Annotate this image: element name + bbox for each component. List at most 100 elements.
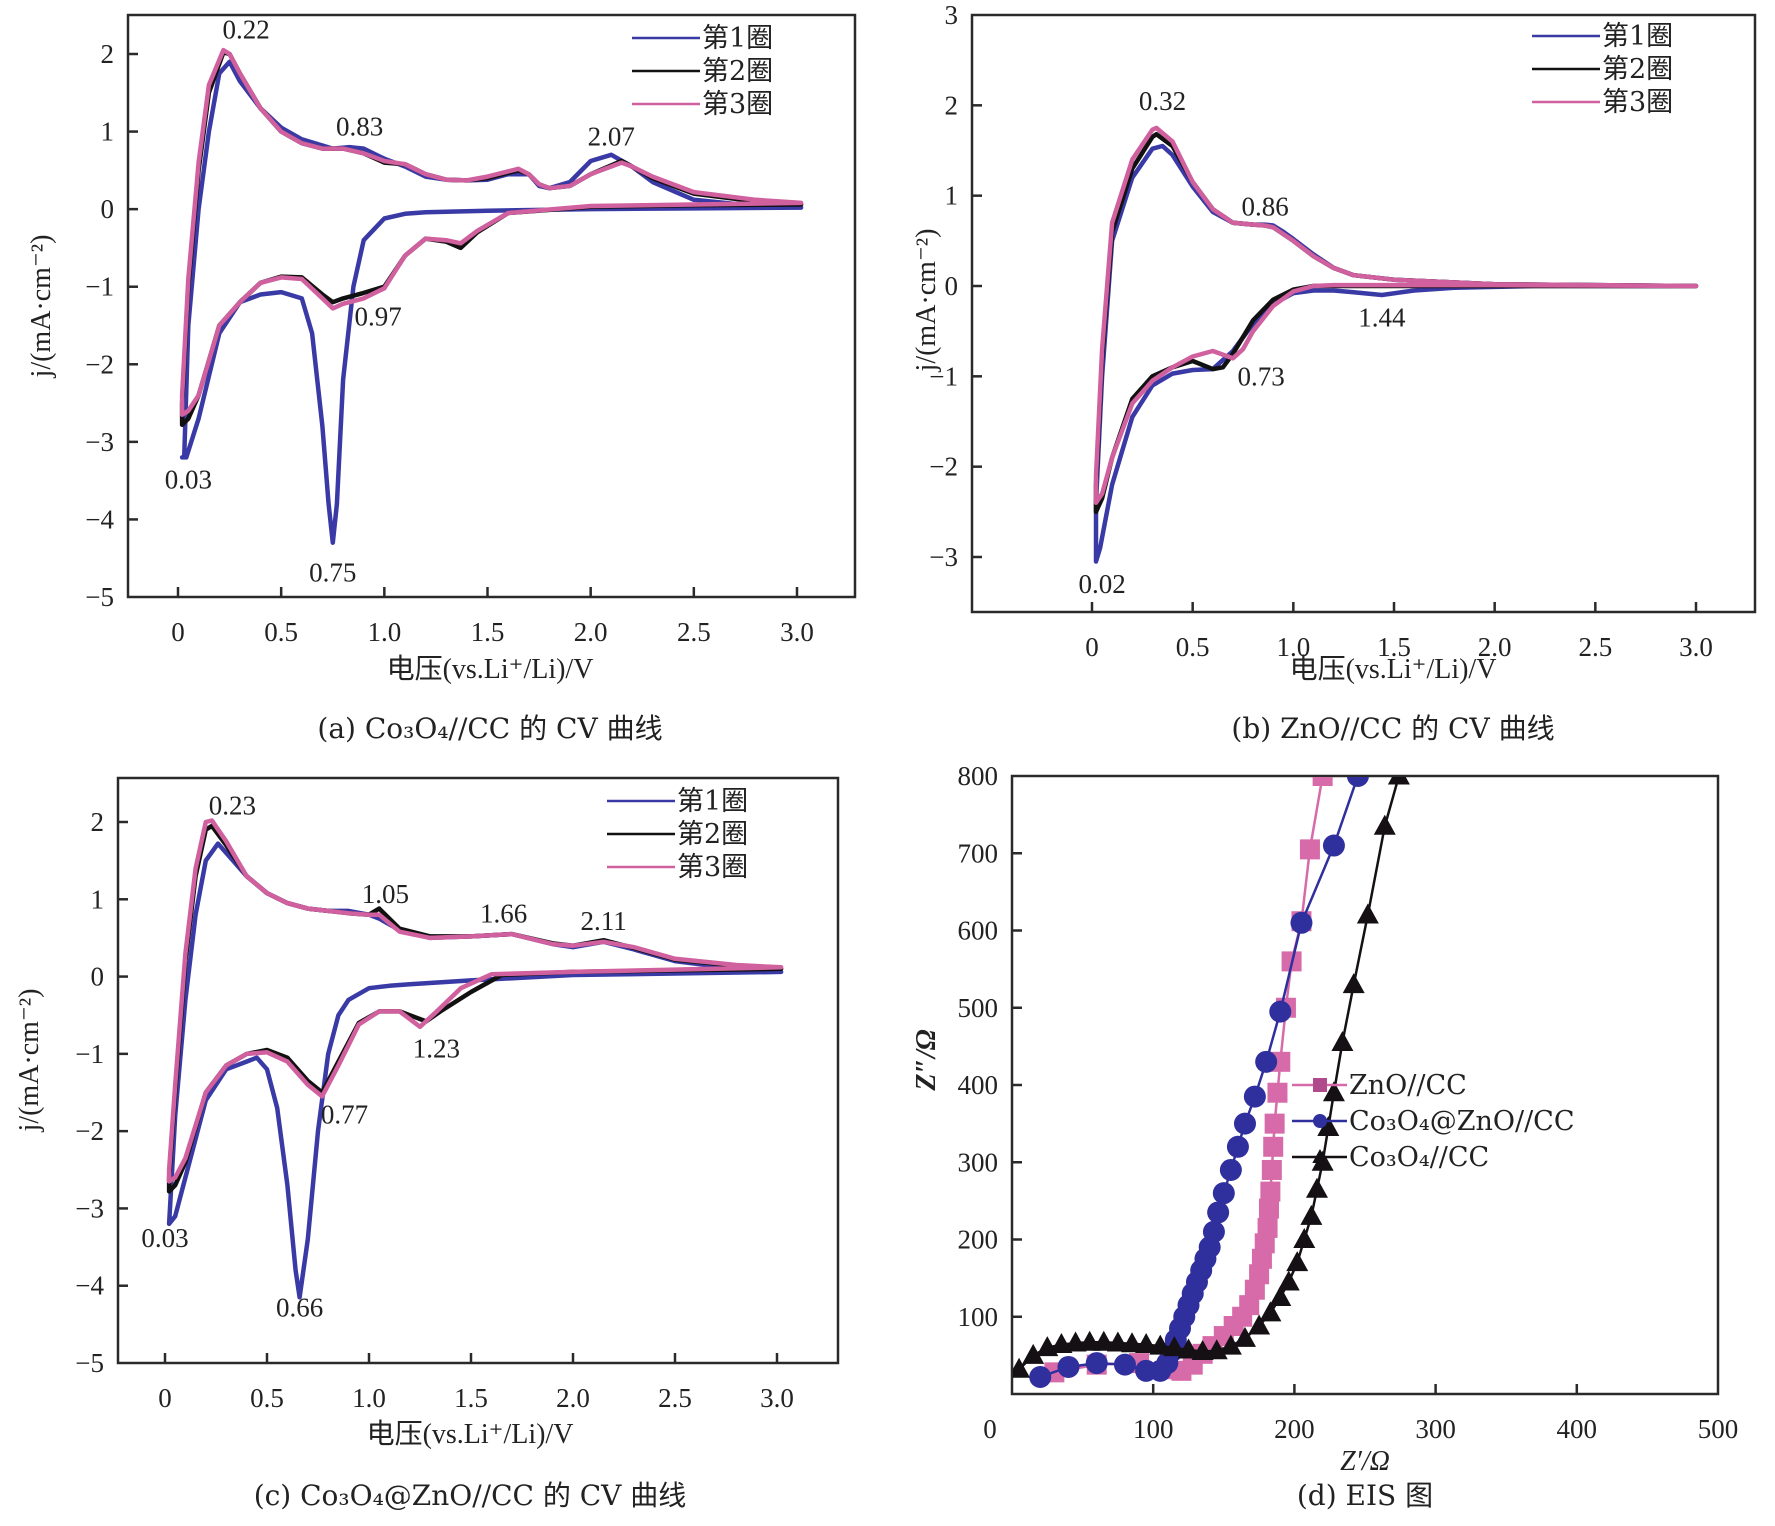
series-line-cycle-3 xyxy=(166,818,784,1184)
data-point-triangle xyxy=(1373,814,1396,835)
y-tick-label: −1 xyxy=(75,1039,104,1069)
data-point-square xyxy=(1258,1198,1279,1219)
data-point-triangle xyxy=(1331,1031,1354,1052)
data-point-triangle xyxy=(1342,973,1365,994)
peak-label: 0.22 xyxy=(222,14,269,44)
legend-marker-square xyxy=(1313,1078,1327,1092)
data-point-square xyxy=(1249,1264,1270,1285)
peak-label: 0.02 xyxy=(1078,569,1125,599)
data-point-triangle xyxy=(1259,1301,1282,1322)
x-tick-label: 400 xyxy=(1557,1414,1598,1444)
peak-label: 2.07 xyxy=(588,122,635,152)
data-point-circle xyxy=(1233,1112,1256,1135)
x-tick-label: 2.0 xyxy=(574,617,608,647)
data-point-triangle xyxy=(1149,1334,1172,1355)
data-point-square xyxy=(1254,1233,1275,1254)
peak-label: 0.73 xyxy=(1237,361,1284,391)
y-tick-label: 0 xyxy=(91,962,105,992)
y-tick-label: 3 xyxy=(945,0,959,30)
data-point-circle xyxy=(1029,1366,1052,1389)
annotations: 0.23 1.05 1.66 2.11 1.23 0.77 0.03 0.66 xyxy=(141,790,626,1322)
data-point-triangle xyxy=(1106,1331,1129,1352)
y-tick-label: 0 xyxy=(945,271,959,301)
x-tick-label: 1.0 xyxy=(367,617,401,647)
legend-entry: Co₃O₄//CC xyxy=(1349,1142,1489,1173)
x-tick-label: 0.5 xyxy=(250,1383,284,1413)
peak-label: 1.05 xyxy=(362,879,409,909)
y-axis-title: j/(mA·cm⁻²) xyxy=(911,229,942,373)
x-tick-label: 2.5 xyxy=(658,1383,692,1413)
legend-entry: 第1圈 xyxy=(702,23,773,54)
data-point-triangle xyxy=(1322,1081,1345,1102)
series-line-cycle-3 xyxy=(1093,125,1699,506)
data-point-circle xyxy=(1202,1220,1225,1243)
legend-marker-circle xyxy=(1313,1114,1327,1128)
curves xyxy=(166,818,784,1300)
legend-entry: 第2圈 xyxy=(1602,54,1673,85)
legend-entry: ZnO//CC xyxy=(1349,1070,1467,1101)
ticks: 0 100 200 300 400 500 100 200 300 400 500 600 700 800 xyxy=(958,761,1739,1444)
y-tick-label: −3 xyxy=(85,427,114,457)
y-tick-label: −5 xyxy=(75,1348,104,1378)
x-tick-label: 0 xyxy=(158,1383,172,1413)
data-point-triangle xyxy=(1387,777,1410,785)
data-point-square xyxy=(1261,1159,1282,1180)
x-tick-label: 2.0 xyxy=(556,1383,590,1413)
legend-entry: 第3圈 xyxy=(702,89,773,120)
caption: (d) EIS 图 xyxy=(1297,1479,1433,1512)
y-tick-label: 0 xyxy=(101,194,115,224)
panel-c-cv-co3o4-zno: 0 0.5 1.0 1.5 2.0 2.5 3.0 2 1 0 −1 −2 −3 −4 −5 0.23 1.0… xyxy=(14,776,840,1512)
x-tick-label: 3.0 xyxy=(1679,632,1713,662)
x-tick-label: 100 xyxy=(1133,1414,1174,1444)
data-point-square xyxy=(1312,777,1333,786)
legend-entry: 第1圈 xyxy=(1602,21,1673,52)
caption: (c) Co₃O₄@ZnO//CC 的 CV 曲线 xyxy=(254,1479,687,1512)
legend-entry: 第1圈 xyxy=(677,786,748,817)
data-point-triangle xyxy=(1300,1204,1323,1225)
x-tick-label: 0 xyxy=(171,617,185,647)
data-point-square xyxy=(1299,839,1320,860)
data-point-triangle xyxy=(1305,1177,1328,1198)
x-tick-label: 2.5 xyxy=(677,617,711,647)
y-tick-label: 1 xyxy=(945,181,959,211)
peak-label: 1.23 xyxy=(413,1034,460,1064)
ticks: 0 0.5 1.0 1.5 2.0 2.5 3.0 2 1 0 −1 −2 −3 −4 −5 xyxy=(85,39,814,647)
y-tick-label: −2 xyxy=(85,349,114,379)
data-point-triangle xyxy=(1163,1336,1186,1357)
data-point-circle xyxy=(1243,1085,1266,1108)
x-axis-title: 电压(vs.Li⁺/Li)/V xyxy=(1290,653,1497,685)
data-point-triangle xyxy=(1248,1314,1271,1335)
y-axis-title: Z″/Ω xyxy=(911,1029,942,1091)
peak-label: 0.86 xyxy=(1242,192,1289,222)
x-tick-label: 0 xyxy=(1085,632,1099,662)
legend-entry: 第2圈 xyxy=(702,56,773,87)
y-tick-label: 2 xyxy=(101,39,115,69)
data-point-triangle xyxy=(1177,1338,1200,1359)
data-point-triangle xyxy=(1286,1251,1309,1272)
legend-marker-triangle xyxy=(1312,1148,1328,1163)
peak-label: 0.97 xyxy=(355,302,402,332)
x-tick-label: 2.0 xyxy=(1478,632,1512,662)
x-tick-label: 0.5 xyxy=(264,617,298,647)
panel-d-eis: 0 100 200 300 400 500 100 200 300 400 500 600 700 800… xyxy=(911,761,1738,1512)
y-tick-label: −1 xyxy=(85,272,114,302)
x-tick-label: 3.0 xyxy=(760,1383,794,1413)
x-tick-label: 500 xyxy=(1698,1414,1739,1444)
data-point-triangle xyxy=(1269,1285,1292,1306)
y-tick-label: 100 xyxy=(958,1302,999,1332)
x-axis-title: 电压(vs.Li⁺/Li)/V xyxy=(367,1418,574,1450)
curves xyxy=(1013,777,1410,1389)
y-tick-label: −4 xyxy=(75,1271,104,1301)
data-point-triangle xyxy=(1121,1332,1144,1353)
data-point-triangle xyxy=(1135,1333,1158,1354)
data-point-circle xyxy=(1085,1352,1108,1375)
x-tick-label: 3.0 xyxy=(780,617,814,647)
peak-label: 0.66 xyxy=(276,1293,323,1323)
peak-label: 2.11 xyxy=(580,906,626,936)
data-point-triangle xyxy=(1233,1326,1256,1347)
data-point-square xyxy=(1244,1279,1265,1300)
